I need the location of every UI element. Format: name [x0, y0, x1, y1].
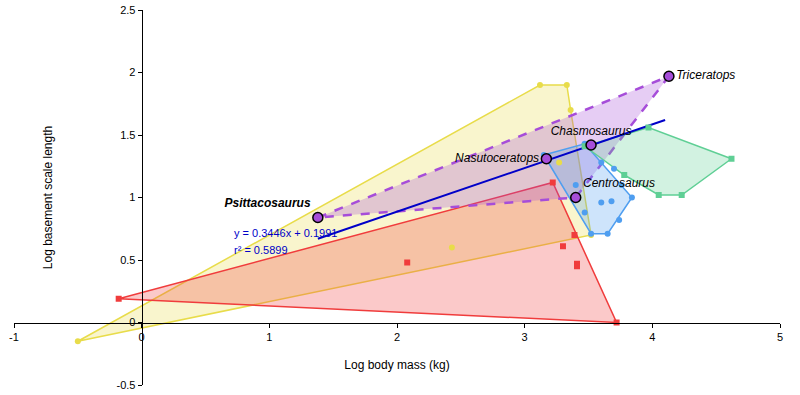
svg-text:y = 0.3446x + 0.1991: y = 0.3446x + 0.1991 — [234, 227, 337, 239]
svg-text:r² = 0.5899: r² = 0.5899 — [234, 244, 288, 256]
svg-text:Triceratops: Triceratops — [676, 68, 735, 82]
svg-text:2.5: 2.5 — [120, 4, 135, 16]
svg-text:-1: -1 — [9, 331, 19, 343]
svg-text:3: 3 — [522, 331, 528, 343]
svg-text:5: 5 — [777, 331, 783, 343]
svg-text:Log basement scale length: Log basement scale length — [41, 126, 55, 269]
svg-text:Log body mass (kg): Log body mass (kg) — [344, 358, 449, 372]
svg-text:4: 4 — [649, 331, 655, 343]
svg-text:0: 0 — [129, 316, 135, 328]
svg-text:-0.5: -0.5 — [116, 379, 135, 391]
svg-text:Psittacosaurus: Psittacosaurus — [225, 196, 311, 210]
svg-text:Chasmosaurus: Chasmosaurus — [551, 124, 632, 138]
svg-text:1.5: 1.5 — [120, 129, 135, 141]
svg-text:Nasutoceratops: Nasutoceratops — [455, 151, 539, 165]
svg-text:2: 2 — [129, 66, 135, 78]
svg-text:2: 2 — [394, 331, 400, 343]
svg-text:1: 1 — [266, 331, 272, 343]
svg-text:1: 1 — [129, 191, 135, 203]
svg-text:0: 0 — [139, 331, 145, 343]
svg-text:0.5: 0.5 — [120, 254, 135, 266]
svg-text:Centrosaurus: Centrosaurus — [583, 176, 655, 190]
